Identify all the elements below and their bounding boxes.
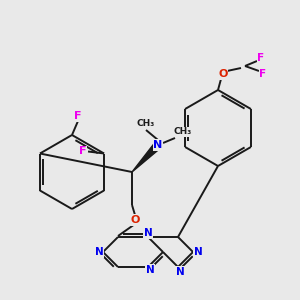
Text: N: N xyxy=(176,267,184,277)
Text: CH₃: CH₃ xyxy=(137,118,155,127)
Text: F: F xyxy=(260,69,267,79)
Text: F: F xyxy=(79,146,87,157)
Text: N: N xyxy=(153,140,163,150)
Polygon shape xyxy=(132,142,161,172)
Text: N: N xyxy=(94,247,103,257)
Text: N: N xyxy=(146,265,154,275)
Text: F: F xyxy=(74,111,82,121)
Text: N: N xyxy=(194,247,202,257)
Text: O: O xyxy=(130,215,140,225)
Text: F: F xyxy=(257,53,265,63)
Text: O: O xyxy=(218,69,228,79)
Text: CH₃: CH₃ xyxy=(174,128,192,136)
Text: N: N xyxy=(144,228,152,238)
